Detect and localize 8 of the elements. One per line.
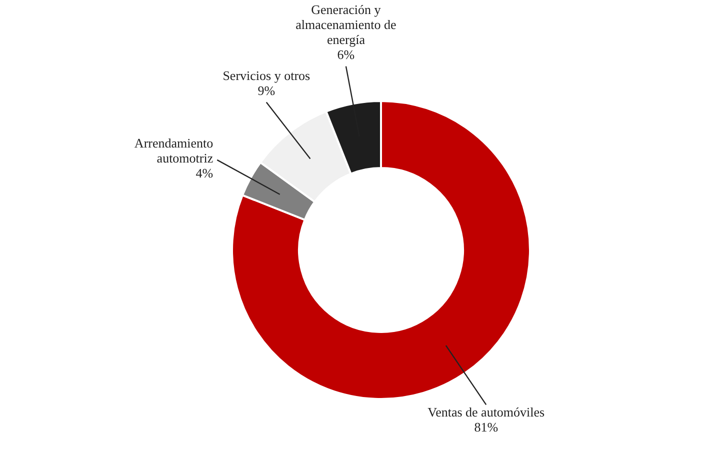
data-label: 6%	[337, 47, 355, 62]
slice-label: Ventas de automóviles	[428, 404, 545, 420]
data-label: 81%	[474, 420, 498, 435]
slice-label: Generación y almacenamiento de energía	[296, 2, 397, 48]
slice-label: Servicios y otros	[222, 68, 310, 84]
data-label: 4%	[196, 165, 214, 180]
slice-label: Arrendamiento automotriz	[134, 135, 214, 166]
data-label: 9%	[258, 83, 276, 98]
